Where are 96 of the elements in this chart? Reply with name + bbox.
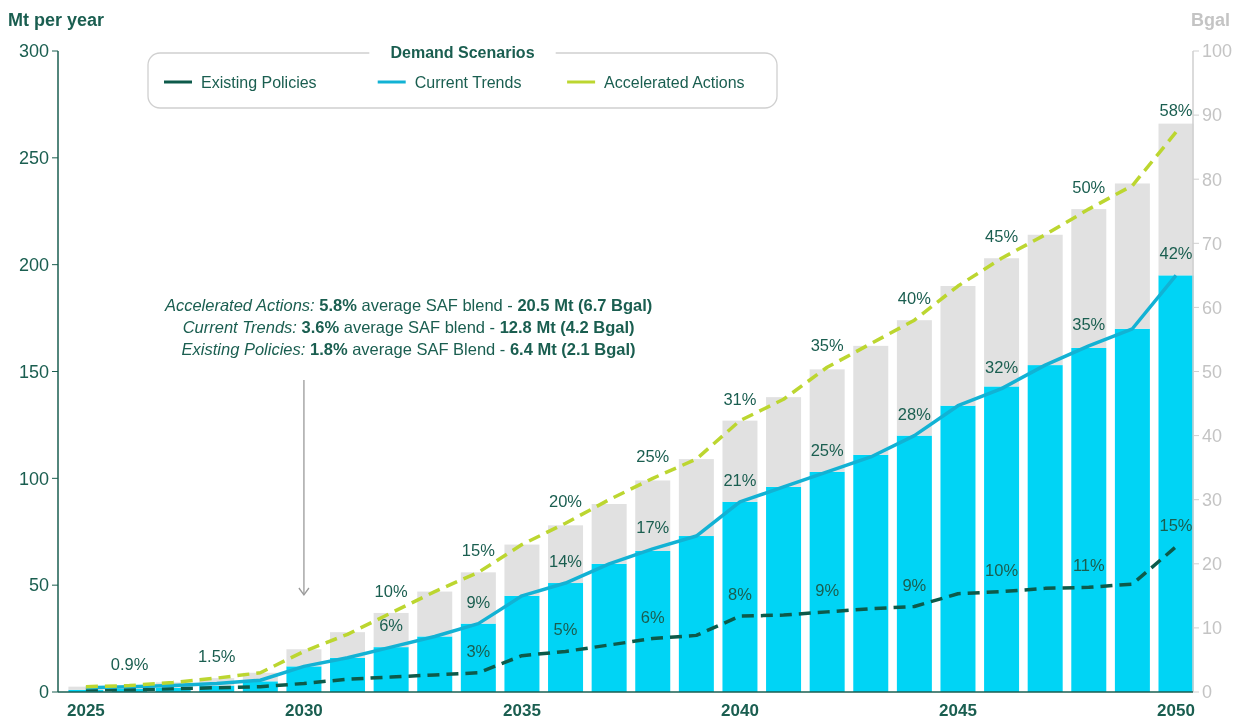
bar	[940, 405, 976, 692]
annotation: 35%	[1072, 314, 1106, 333]
annotation: Current Trends: 3.6% average SAF blend - 12.8 Mt (4.2 Bgal)	[182, 318, 635, 336]
bar	[940, 286, 976, 406]
y-axis-title: Mt per year	[8, 10, 105, 30]
annotation: 45%	[985, 227, 1019, 246]
legend-label: Accelerated Actions	[604, 74, 745, 91]
annotation: 17%	[636, 517, 670, 536]
annotation: Existing Policies: 1.8% average SAF Blend - 6.4 Mt (2.1 Bgal)	[181, 340, 636, 358]
y2-tick-label: 40	[1202, 425, 1223, 446]
bar	[1158, 123, 1194, 276]
bar	[1114, 183, 1150, 329]
legend-label: Existing Policies	[201, 74, 317, 91]
bar	[1027, 234, 1063, 366]
annotation: 21%	[723, 470, 757, 489]
annotation: Accelerated Actions: 5.8% average SAF blend - 20.5 Mt (6.7 Bgal)	[163, 296, 653, 314]
line-series	[84, 544, 1178, 692]
bar	[766, 397, 802, 487]
annotation: 50%	[1072, 178, 1106, 197]
y-tick-label: 0	[38, 682, 49, 703]
x-tick-label: 2025	[66, 701, 105, 720]
bar	[896, 435, 932, 692]
annotation: 40%	[897, 289, 932, 308]
annotation: 25%	[810, 440, 844, 459]
bar	[1071, 348, 1107, 692]
bar	[504, 595, 540, 692]
x-tick-label: 2035	[503, 701, 541, 720]
annotation: 31%	[723, 389, 757, 408]
bar	[722, 501, 758, 692]
annotation: 42%	[1159, 244, 1193, 263]
y2-tick-label: 0	[1202, 682, 1213, 703]
annotation: 1.5%	[197, 647, 236, 666]
annotation: 5%	[553, 620, 578, 639]
bar	[417, 591, 453, 637]
bar	[853, 345, 889, 455]
bar	[984, 258, 1020, 387]
bar	[809, 369, 845, 472]
bar	[417, 636, 453, 692]
x-tick-label: 2045	[939, 701, 977, 720]
y2-tick-label: 90	[1202, 105, 1223, 126]
annotation: 11%	[1072, 556, 1106, 575]
annotation: 32%	[985, 357, 1019, 376]
bar	[1114, 328, 1150, 692]
y2-tick-label: 60	[1202, 297, 1223, 318]
annotation: 20%	[549, 492, 583, 511]
y-tick-label: 50	[28, 575, 49, 596]
y2-tick-label: 20	[1202, 554, 1223, 575]
y2-tick-label: 10	[1202, 618, 1223, 639]
annotation: 14%	[549, 552, 583, 571]
bar	[504, 544, 540, 596]
y2-tick-label: 50	[1202, 361, 1223, 382]
y2-tick-label: 30	[1202, 490, 1223, 510]
y-tick-label: 100	[18, 468, 49, 489]
y2-tick-label: 80	[1202, 169, 1223, 190]
y2-tick-label: 100	[1202, 41, 1233, 62]
annotation: 9%	[815, 580, 840, 599]
annotation: 6%	[640, 607, 665, 626]
bar	[1158, 275, 1194, 692]
annotation: 35%	[810, 336, 844, 355]
x-tick-label: 2050	[1157, 701, 1195, 720]
y-tick-label: 150	[18, 361, 49, 382]
bar	[766, 486, 802, 692]
annotation: 58%	[1159, 101, 1193, 120]
annotation: 3%	[466, 641, 491, 660]
bar	[853, 454, 889, 692]
bar	[1071, 209, 1107, 348]
bar	[809, 471, 845, 692]
annotation: 10%	[985, 560, 1019, 579]
bar	[635, 550, 671, 692]
bar	[984, 386, 1020, 692]
annotation: 9%	[902, 575, 927, 594]
annotation: 8%	[728, 585, 753, 604]
x-tick-label: 2040	[721, 701, 759, 720]
y2-tick-label: 70	[1202, 233, 1223, 254]
bar	[896, 320, 932, 436]
bar	[548, 583, 584, 692]
annotation: 15%	[1159, 515, 1193, 534]
bar	[591, 563, 627, 692]
legend-label: Current Trends	[414, 74, 522, 91]
annotation: 0.9%	[110, 654, 149, 673]
annotation: 28%	[897, 404, 932, 423]
legend-title: Demand Scenarios	[390, 44, 535, 61]
y-tick-label: 200	[18, 254, 49, 275]
bar	[591, 503, 627, 564]
bar	[678, 536, 714, 692]
bar	[678, 459, 714, 537]
annotation: 9%	[466, 592, 491, 611]
x-tick-label: 2030	[285, 701, 323, 720]
y2-axis-title: Bgal	[1190, 10, 1230, 30]
annotation: 6%	[379, 616, 404, 635]
y-tick-label: 250	[18, 148, 49, 169]
y-tick-label: 300	[18, 41, 49, 62]
annotation: 10%	[374, 581, 408, 600]
bar	[1027, 365, 1063, 692]
annotation: 15%	[461, 541, 496, 560]
annotation: 25%	[636, 447, 670, 466]
